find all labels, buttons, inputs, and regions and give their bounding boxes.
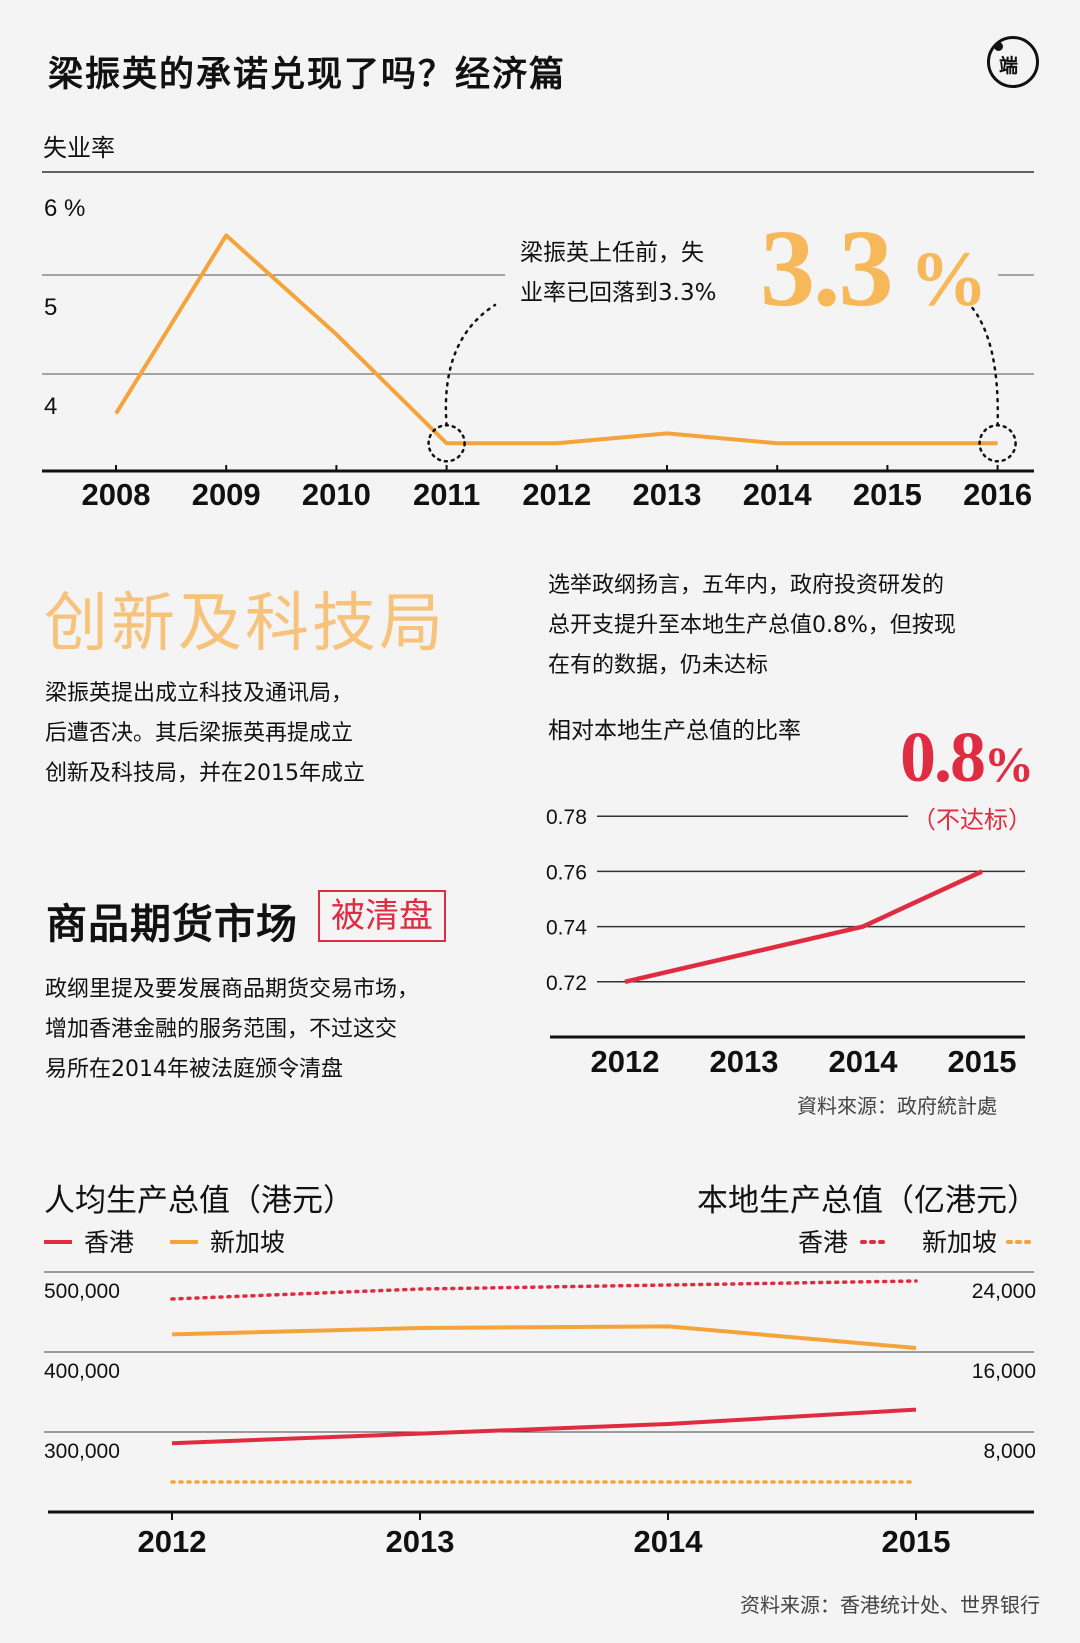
x-tick-label: 2012: [522, 477, 591, 512]
gdp-right-title: 本地生产总值（亿港元）: [697, 1183, 1038, 1219]
rd-ratio-line: [624, 869, 983, 984]
y-tick-label: 6 %: [44, 195, 85, 222]
commodity-heading: 商品期货市场: [46, 900, 298, 948]
series-line-gdp-香港: [170, 1279, 918, 1301]
x-tick-label: 2012: [138, 1524, 207, 1559]
legend-label: 香港: [84, 1229, 134, 1257]
x-tick-label: 2009: [192, 477, 261, 512]
page-title: 梁振英的承诺兑现了吗？经济篇: [48, 55, 567, 95]
annotation-connector: [968, 303, 1000, 427]
legend-label: 新加坡: [210, 1229, 285, 1257]
x-tick-label: 2012: [591, 1044, 660, 1079]
series-line-per-capita-香港: [171, 1407, 917, 1446]
gdp-chart: 香港 新加坡 香港 新加坡 500,000 24,000 400,000 16,000 300,…: [44, 1229, 1036, 1559]
y-right-tick-label: 16,000: [972, 1360, 1036, 1383]
y-tick-label: 0.78: [546, 806, 587, 829]
commodity-badge: 被清盘: [318, 890, 446, 942]
rd-target: 0.8%: [900, 716, 1034, 799]
y-tick-label: 0.74: [546, 917, 587, 940]
rd-line: 总开支提升至本地生产总值0.8%，但按现: [548, 613, 956, 638]
x-tick-label: 2016: [963, 477, 1032, 512]
unemployment-ylabel: 失业率: [43, 134, 115, 162]
rd-chart-title: 相对本地生产总值的比率: [548, 718, 801, 744]
x-tick-label: 2014: [829, 1044, 899, 1079]
rd-chart: 0.78 0.76 0.74 0.72 2012 2013 2014 2015: [546, 806, 1025, 1079]
logo-icon: 端: [987, 36, 1039, 88]
legend-label: 新加坡: [922, 1229, 997, 1257]
innovation-line: 梁振英提出成立科技及通讯局，: [45, 681, 354, 706]
x-tick-label: 2010: [302, 477, 371, 512]
x-tick-label: 2013: [386, 1524, 455, 1559]
unemployment-annotation: 梁振英上任前，失 业率已回落到3.3%: [520, 233, 716, 313]
y-tick-label: 0.72: [546, 972, 587, 995]
series-line-per-capita-新加坡: [171, 1324, 917, 1350]
legend-label: 香港: [798, 1229, 848, 1257]
x-tick-label: 2015: [853, 477, 922, 512]
x-tick-label: 2014: [634, 1524, 704, 1559]
y-right-tick-label: 8,000: [983, 1440, 1036, 1463]
commodity-text: 政纲里提及要发展商品期货交易市场， 增加香港金融的服务范围，不过这交 易所在20…: [45, 970, 419, 1090]
innovation-text: 梁振英提出成立科技及通讯局， 后遭否决。其后梁振英再提成立 创新及科技局，并在2…: [45, 674, 365, 794]
highlight-value: 3.3: [760, 207, 893, 329]
y-left-tick-label: 500,000: [44, 1280, 120, 1303]
target-unit: %: [984, 736, 1034, 792]
logo-text: 端: [999, 55, 1019, 77]
x-tick-label: 2015: [882, 1524, 951, 1559]
innovation-line: 后遭否决。其后梁振英再提成立: [45, 721, 354, 746]
highlight-unit: %: [909, 235, 988, 322]
commodity-line: 政纲里提及要发展商品期货交易市场，: [45, 977, 420, 1002]
unemployment-highlight: 3.3%: [760, 205, 988, 332]
x-tick-label: 2013: [633, 477, 702, 512]
rd-line: 在有的数据，仍未达标: [548, 653, 769, 678]
annotation-line: 梁振英上任前，失: [520, 240, 704, 266]
innovation-line: 创新及科技局，并在2015年成立: [45, 761, 365, 786]
y-left-tick-label: 300,000: [44, 1440, 120, 1463]
rd-text: 选举政纲扬言，五年内，政府投资研发的 总开支提升至本地生产总值0.8%，但按现 …: [548, 566, 956, 686]
x-tick-label: 2014: [743, 477, 813, 512]
y-tick-label: 4: [44, 393, 57, 420]
gdp-left-title: 人均生产总值（港元）: [44, 1183, 354, 1219]
target-value: 0.8: [900, 717, 986, 797]
x-tick-label: 2008: [82, 477, 151, 512]
commodity-line: 增加香港金融的服务范围，不过这交: [45, 1017, 398, 1042]
x-tick-label: 2013: [710, 1044, 779, 1079]
x-tick-label: 2011: [413, 477, 480, 512]
y-tick-label: 5: [44, 294, 57, 321]
gdp-source: 资料来源：香港统计处、世界银行: [740, 1593, 1040, 1617]
x-tick-label: 2015: [948, 1044, 1017, 1079]
commodity-line: 易所在2014年被法庭颁令清盘: [45, 1057, 343, 1082]
y-right-tick-label: 24,000: [972, 1280, 1036, 1303]
annotation-connector: [444, 303, 497, 427]
rd-source: 資料來源：政府統計處: [797, 1094, 997, 1118]
y-left-tick-label: 400,000: [44, 1360, 120, 1383]
target-note: （不达标）: [912, 806, 1032, 834]
innovation-heading: 创新及科技局: [44, 587, 446, 661]
annotation-line: 业率已回落到3.3%: [520, 280, 717, 306]
unemployment-line: [114, 233, 998, 446]
y-tick-label: 0.76: [546, 861, 587, 884]
rd-line: 选举政纲扬言，五年内，政府投资研发的: [548, 573, 945, 598]
unemployment-chart: 6 % 5 4 2008 2009 2010 2011 2012 2013 2014 2015 201…: [42, 171, 1034, 512]
